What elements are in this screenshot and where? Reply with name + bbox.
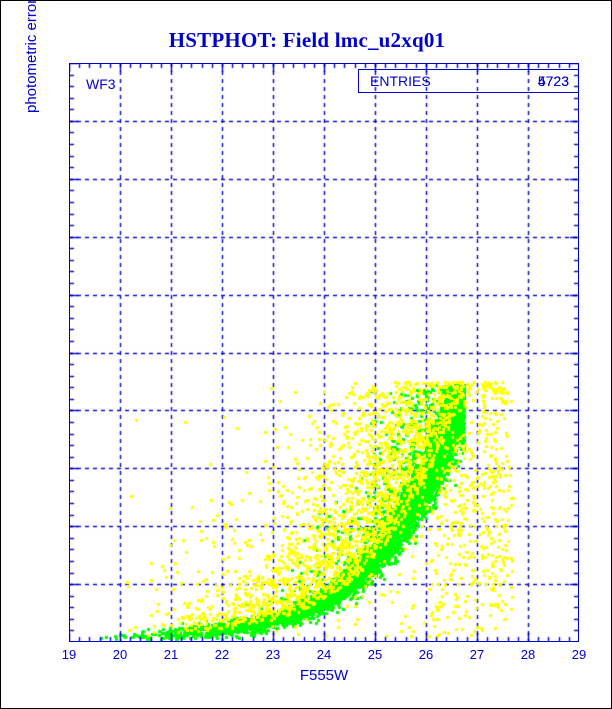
x-tick-label: 29: [571, 647, 587, 662]
x-axis-title: F555W: [299, 667, 349, 684]
entries-legend-box: ENTRIES 4723 5723: [358, 69, 579, 93]
chip-label: WF3: [86, 76, 116, 92]
x-tick-label: 24: [316, 647, 332, 662]
entries-count-secondary: 4723: [537, 73, 569, 89]
page-title: HSTPHOT: Field lmc_u2xq01: [168, 28, 446, 52]
x-tick-label: 21: [163, 647, 179, 662]
axis-tick-layer: [69, 63, 579, 642]
x-tick-label: 25: [367, 647, 383, 662]
x-tick-label: 23: [265, 647, 281, 662]
x-tick-label: 28: [520, 647, 536, 662]
x-tick-label: 20: [112, 647, 128, 662]
entries-label: ENTRIES: [370, 73, 431, 89]
x-tick-label: 27: [469, 647, 485, 662]
x-tick-label: 22: [214, 647, 230, 662]
plot-area: WF3 ENTRIES 4723 5723 19 20 21 22 23 24 25 26 27…: [23, 1, 586, 684]
y-axis-title: photometric error: [23, 0, 40, 113]
x-tick-label: 26: [418, 647, 434, 662]
x-tick-label: 19: [61, 647, 77, 662]
entries-count-primary: 5723: [537, 73, 569, 89]
